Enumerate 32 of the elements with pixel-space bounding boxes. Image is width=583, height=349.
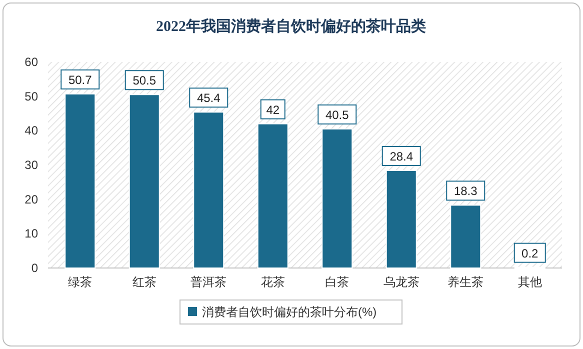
title: 2022年我国消费者自饮时偏好的茶叶品类 xyxy=(156,19,426,35)
bar xyxy=(450,204,482,268)
data-label: 42 xyxy=(266,102,280,117)
x-tick-label: 白茶 xyxy=(325,275,350,289)
x-tick-label: 其他 xyxy=(518,275,542,289)
y-tick-label: 50 xyxy=(24,89,38,104)
bar xyxy=(386,170,417,268)
bar xyxy=(193,112,224,268)
bar xyxy=(128,94,160,268)
y-tick-label: 40 xyxy=(24,124,38,138)
data-label: 45.4 xyxy=(196,91,221,106)
y-tick-label: 30 xyxy=(24,158,38,172)
data-label: 28.4 xyxy=(390,149,414,164)
y-tick-label: 20 xyxy=(24,192,38,206)
data-label: 50.7 xyxy=(68,72,92,87)
bar xyxy=(257,123,288,268)
x-tick-label: 花茶 xyxy=(260,275,285,289)
x-tick-label: 绿茶 xyxy=(68,275,92,289)
data-label: 40.5 xyxy=(325,108,350,122)
x-tick-label: 红茶 xyxy=(132,275,156,289)
x-tick-label: 养生茶 xyxy=(448,275,484,289)
y-tick-label: 60 xyxy=(24,55,38,69)
data-label: 50.5 xyxy=(132,74,156,88)
x-tick-label: 乌龙茶 xyxy=(383,275,420,289)
legend-label: 消费者自饮时偏好的茶叶分布(%) xyxy=(202,305,377,319)
bar xyxy=(322,128,353,268)
y-tick-label: 10 xyxy=(24,226,38,241)
x-tick-label: 普洱茶 xyxy=(190,275,227,289)
bar xyxy=(64,93,96,268)
y-tick-label: 0 xyxy=(31,261,38,275)
data-label: 18.3 xyxy=(454,184,478,198)
data-label: 0.2 xyxy=(522,246,539,260)
